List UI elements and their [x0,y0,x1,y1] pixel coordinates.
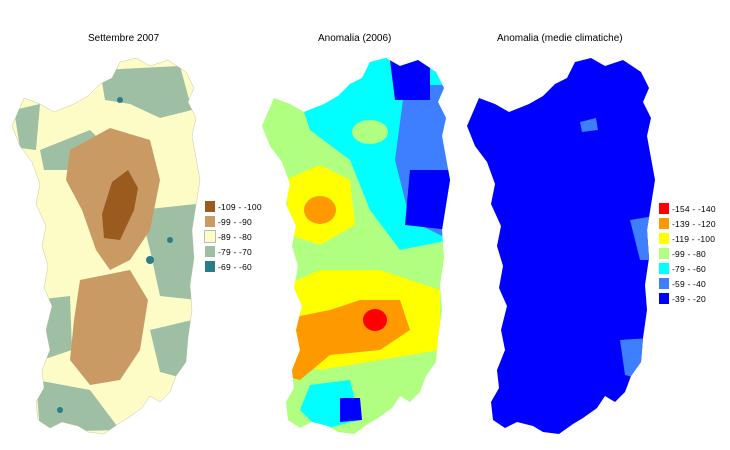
legend-anomalia: -154 - -140 -139 - -120 -119 - -100 -99 … [659,201,716,306]
legend-label: -99 - -90 [218,216,252,227]
legend-item: -79 - -70 [205,244,262,259]
legend-item: -79 - -60 [659,261,716,276]
legend-swatch [659,263,669,274]
legend-item: -39 - -20 [659,291,716,306]
legend-item: -99 - -80 [659,246,716,261]
legend-settembre-2007: -109 - -100 -99 - -90 -89 - -80 -79 - -7… [204,199,262,274]
legend-swatch [659,278,669,289]
legend-label: -99 - -80 [672,248,706,259]
legend-item: -99 - -90 [205,214,262,229]
legend-swatch [205,246,215,257]
legend-swatch [205,216,215,227]
legend-label: -69 - -60 [218,261,252,272]
panel-title-2: Anomalia (2006) [318,33,392,44]
legend-item: -119 - -100 [659,231,716,246]
legend-label: -59 - -40 [672,278,706,289]
panel-title-1: Settembre 2007 [88,33,160,44]
map-anomalia-medie-climatiche [467,58,655,434]
legend-label: -109 - -100 [218,201,262,212]
legend-item: -59 - -40 [659,276,716,291]
legend-item: -154 - -140 [659,201,716,216]
legend-swatch [205,201,215,212]
legend-swatch [659,233,669,244]
legend-swatch [659,293,669,304]
legend-swatch [205,261,215,272]
legend-item: -139 - -120 [659,216,716,231]
legend-label: -79 - -60 [672,263,706,274]
panel-title-3: Anomalia (medie climatiche) [497,33,623,44]
legend-item: -89 - -80 [204,229,262,244]
legend-label: -89 - -80 [218,231,252,242]
legend-label: -139 - -120 [672,218,716,229]
legend-label: -154 - -140 [672,203,716,214]
legend-item: -69 - -60 [205,259,262,274]
legend-swatch [204,230,216,243]
legend-label: -119 - -100 [672,233,716,244]
legend-swatch [659,218,669,229]
legend-swatch [659,203,669,214]
legend-label: -79 - -70 [218,246,252,257]
map-anomalia-2006 [262,58,450,434]
legend-item: -109 - -100 [205,199,262,214]
map-settembre-2007 [11,57,201,435]
legend-swatch [659,248,669,259]
legend-label: -39 - -20 [672,293,706,304]
